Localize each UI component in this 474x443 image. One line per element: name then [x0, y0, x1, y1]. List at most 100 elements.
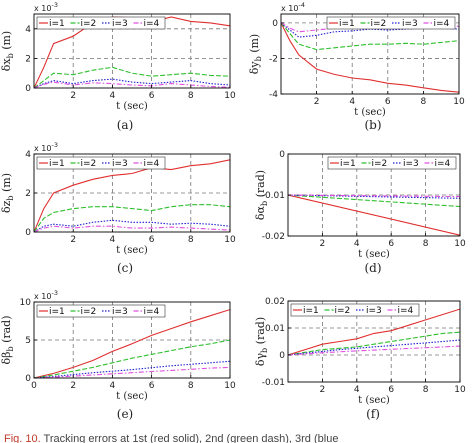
y-tick-label: 4: [25, 150, 31, 160]
figure-caption: Fig. 10. Tracking errors at 1st (red sol…: [4, 432, 474, 443]
legend-entry: i=2: [335, 306, 351, 316]
x-axis-label: t (sec): [116, 391, 148, 402]
panel-label: (d): [364, 261, 381, 275]
x-tick-label: 6: [149, 235, 155, 245]
x-tick-label: 8: [423, 385, 429, 395]
y-axis-label: δβb (rad): [0, 315, 15, 364]
legend-entry: i=1: [339, 19, 355, 29]
series-line-i4: [34, 366, 230, 378]
legend-entry: i=3: [112, 307, 128, 317]
x-tick-label: 10: [453, 97, 465, 107]
legend-entry: i=4: [398, 306, 414, 316]
x-axis-label: t (sec): [358, 395, 390, 406]
y-tick-label: -0.02: [262, 232, 285, 242]
legend-entry: i=2: [81, 307, 97, 317]
x-axis-label: t (sec): [354, 107, 386, 118]
y-tick-label: 0: [272, 19, 278, 29]
series-line-i3: [34, 78, 230, 88]
y-tick-label: 0: [279, 150, 285, 160]
x-tick-label: 8: [421, 97, 427, 107]
x-tick-label: 2: [70, 381, 76, 391]
y-axis-label: δyb (m): [248, 34, 263, 74]
series-line-i2: [34, 204, 230, 232]
y-tick-label: 10: [20, 298, 32, 308]
legend-entry: i=2: [81, 159, 97, 169]
series-line-i2: [288, 331, 460, 356]
legend-entry: i=4: [144, 19, 160, 29]
y-tick-label: 4: [25, 25, 31, 35]
series-line-i1: [288, 194, 460, 236]
y-tick-label: 0: [25, 84, 31, 94]
legend: i=1 i=2 i=3 i=4: [326, 16, 456, 30]
x-tick-label: 2: [70, 235, 76, 245]
series-line-i4: [288, 194, 460, 198]
y-axis-label: δαb (rad): [254, 170, 269, 220]
series-line-i2: [34, 339, 230, 378]
axis-multiplier: x 10-3: [34, 141, 58, 153]
panel-label: (f): [366, 407, 380, 421]
legend: i=1 i=2 i=3 i=4: [36, 304, 166, 318]
caption-text: Tracking errors at 1st (red solid), 2nd …: [40, 433, 339, 443]
x-tick-label: 6: [388, 385, 394, 395]
legend-box: [36, 16, 166, 30]
legend-entry: i=3: [366, 306, 382, 316]
x-tick-label: 4: [110, 381, 116, 391]
series-line-i1: [34, 159, 230, 232]
legend-entry: i=4: [144, 159, 160, 169]
axis-multiplier: x 10-4: [281, 1, 305, 13]
x-tick-label: 10: [224, 91, 236, 101]
x-tick-label: 10: [224, 235, 236, 245]
y-axis-label: δzb (m): [0, 173, 15, 213]
legend-entry: i=1: [49, 307, 65, 317]
y-tick-label: -4: [269, 90, 278, 100]
legend: i=1 i=2 i=3 i=4: [36, 16, 166, 30]
legend-entry: i=3: [402, 19, 418, 29]
legend-box: [36, 304, 166, 318]
series-line-i3: [34, 219, 230, 232]
y-tick-label: -2: [269, 54, 278, 64]
x-axis-label: t (sec): [116, 245, 148, 256]
legend-entry: i=2: [81, 19, 97, 29]
y-tick-label: 0: [25, 228, 31, 238]
x-tick-label: 2: [320, 239, 326, 249]
panel-label: (c): [117, 261, 133, 275]
axes-frame: [280, 13, 460, 95]
x-tick-label: 6: [388, 239, 394, 249]
x-tick-label: 6: [149, 91, 155, 101]
x-tick-label: 2: [320, 385, 326, 395]
legend-entry: i=3: [112, 159, 128, 169]
legend-box: [36, 156, 166, 170]
axis-multiplier: x 10-3: [34, 1, 58, 13]
legend: i=1 i=2 i=3 i=4: [290, 303, 420, 317]
x-tick-label: 6: [385, 97, 391, 107]
axis-multiplier: x 10-3: [34, 289, 58, 301]
y-tick-label: 2: [25, 189, 31, 199]
legend-entry: i=4: [435, 159, 451, 169]
y-axis-label: δxb (m): [0, 31, 15, 71]
legend-entry: i=1: [49, 19, 65, 29]
series-line-i4: [34, 81, 230, 88]
y-tick-label: -0.01: [262, 191, 285, 201]
x-tick-label: 6: [149, 381, 155, 391]
series-line-i4: [288, 345, 460, 356]
figure-number: Fig. 10.: [4, 433, 41, 443]
series-line-i1: [288, 308, 460, 356]
legend: i=1 i=2 i=3 i=4: [36, 156, 166, 170]
series-line-i1: [34, 309, 230, 378]
x-tick-label: 10: [454, 239, 466, 249]
legend-entry: i=4: [144, 307, 160, 317]
x-tick-label: 0: [31, 381, 37, 391]
x-axis-label: t (sec): [116, 101, 148, 112]
x-tick-label: 10: [454, 385, 466, 395]
legend-entry: i=1: [340, 159, 356, 169]
x-tick-label: 4: [354, 239, 360, 249]
axes-frame: [33, 13, 231, 89]
x-tick-label: 4: [354, 385, 360, 395]
x-axis-label: t (sec): [358, 249, 390, 260]
y-tick-label: 5: [25, 336, 31, 346]
